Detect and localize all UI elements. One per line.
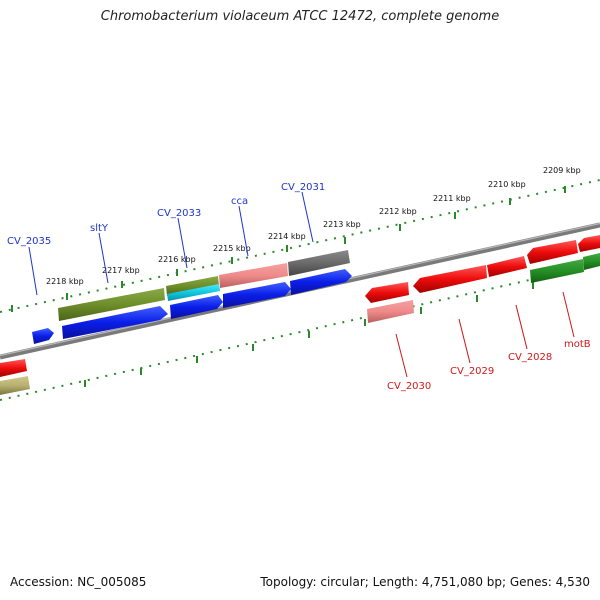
- reverse-label-leaders: [395, 291, 575, 378]
- gene-label-cv2033: CV_2033: [157, 208, 201, 219]
- upper-scale-line: [0, 179, 600, 313]
- scale-label-2211: 2211 kbp: [433, 194, 471, 203]
- forward-strand-track: [32, 250, 352, 344]
- gene-blue-1[interactable]: [32, 328, 54, 344]
- gene-label-slty: sltY: [90, 223, 109, 234]
- gene-green-1[interactable]: [530, 259, 584, 283]
- gene-cyan-1[interactable]: [167, 284, 220, 301]
- scale-label-2214: 2214 kbp: [268, 232, 306, 241]
- gene-pink-2[interactable]: [367, 300, 414, 323]
- reverse-strand-track: [0, 235, 600, 395]
- gene-cv2031[interactable]: [290, 269, 352, 295]
- gene-label-cv2028: CV_2028: [508, 352, 552, 363]
- gene-slty[interactable]: [62, 306, 168, 339]
- map-title: Chromobacterium violaceum ATCC 12472, co…: [100, 9, 500, 24]
- gene-label-cca: cca: [231, 196, 248, 207]
- scale-label-2209: 2209 kbp: [543, 166, 581, 175]
- gene-cv2029[interactable]: [413, 265, 487, 293]
- gene-label-cv2035: CV_2035: [7, 236, 51, 247]
- scale-label-2212: 2212 kbp: [379, 207, 417, 216]
- accession-text: Accession: NC_005085: [10, 575, 147, 589]
- gene-cca[interactable]: [223, 282, 291, 308]
- scale-label-2210: 2210 kbp: [488, 180, 526, 189]
- gene-cv2033[interactable]: [170, 295, 223, 319]
- scale-label-2215: 2215 kbp: [213, 244, 251, 253]
- gene-pink-1[interactable]: [219, 263, 288, 288]
- gene-olive-2[interactable]: [166, 276, 219, 296]
- forward-label-leaders: [28, 191, 314, 296]
- scale-label-2216: 2216 kbp: [158, 255, 196, 264]
- gene-label-cv2029: CV_2029: [450, 366, 494, 377]
- gene-cv2028[interactable]: [487, 256, 527, 277]
- gene-olive-1[interactable]: [58, 288, 165, 321]
- scale-label-2217: 2217 kbp: [102, 266, 140, 275]
- gene-red-edge[interactable]: [578, 235, 600, 252]
- gene-label-cv2030: CV_2030: [387, 381, 431, 392]
- gene-motb[interactable]: [527, 240, 578, 264]
- scale-label-2213: 2213 kbp: [323, 220, 361, 229]
- gene-red-left[interactable]: [0, 359, 27, 377]
- gene-cv2030[interactable]: [365, 282, 409, 303]
- gene-gray-1[interactable]: [288, 250, 350, 276]
- lower-major-ticks: [84, 282, 534, 387]
- upper-major-ticks: [11, 186, 566, 312]
- lower-scale-line: [0, 263, 600, 401]
- gene-khaki-left[interactable]: [0, 376, 30, 395]
- gene-label-cv2031: CV_2031: [281, 182, 325, 193]
- topology-text: Topology: circular; Length: 4,751,080 bp…: [260, 575, 590, 589]
- gene-green-2[interactable]: [583, 253, 600, 270]
- gene-label-motb: motB: [564, 339, 591, 350]
- scale-label-2218: 2218 kbp: [46, 277, 84, 286]
